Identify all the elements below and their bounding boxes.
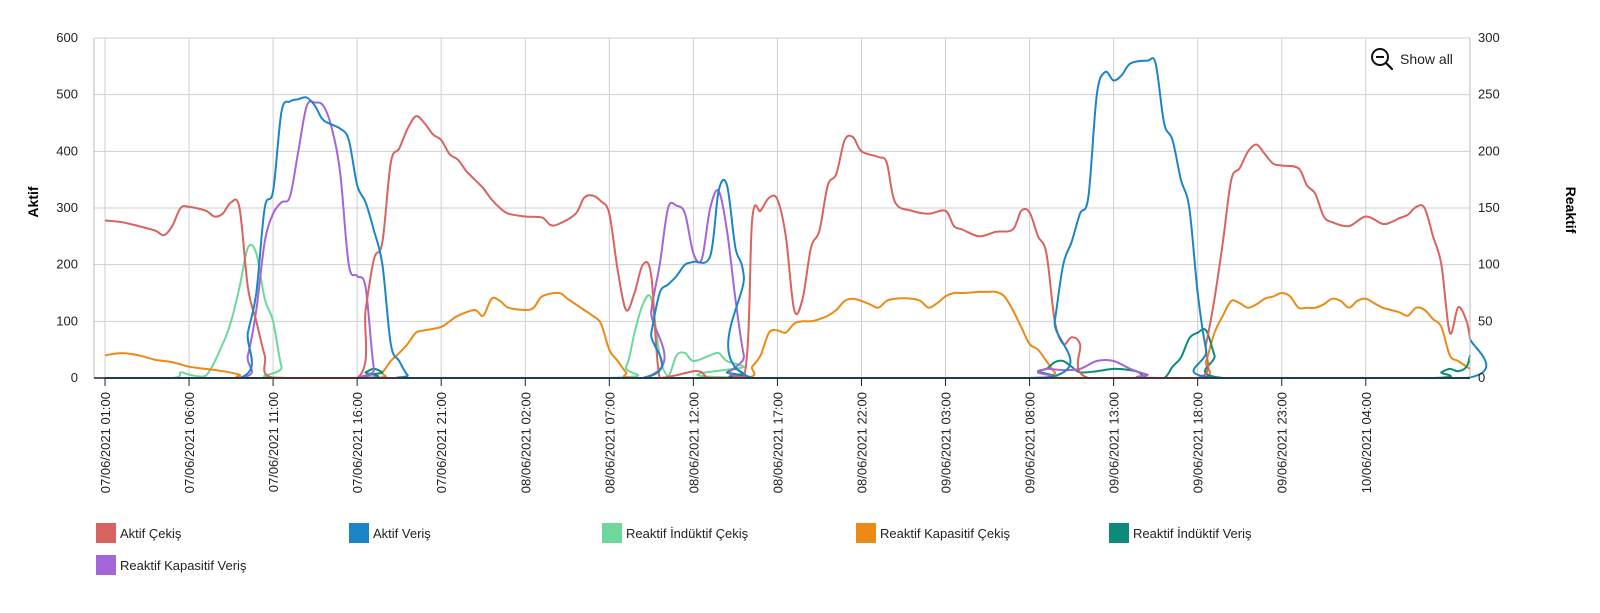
y-left-tick-label: 500 [56, 87, 78, 102]
legend-swatch [602, 523, 622, 543]
y-left-tick-label: 0 [71, 370, 78, 385]
legend-item[interactable]: Reaktif İndüktif Veriş [1109, 522, 1252, 544]
legend-swatch [349, 523, 369, 543]
legend-item[interactable]: Aktif Veriş [349, 522, 431, 544]
show-all-label: Show all [1400, 51, 1453, 67]
y-axis-left-title: Aktif [25, 186, 41, 217]
y-left-tick-label: 200 [56, 257, 78, 272]
legend-swatch [96, 523, 116, 543]
x-tick-label: 08/06/2021 17:00 [770, 392, 785, 493]
y-right-tick-label: 200 [1478, 143, 1500, 158]
x-tick-label: 07/06/2021 06:00 [182, 392, 197, 493]
legend-label: Reaktif İndüktif Çekiş [626, 525, 749, 541]
x-tick-label: 08/06/2021 22:00 [854, 392, 869, 493]
x-tick-label: 07/06/2021 21:00 [434, 392, 449, 493]
y-right-tick-label: 300 [1478, 30, 1500, 45]
y-right-tick-label: 0 [1478, 370, 1485, 385]
y-left-tick-label: 100 [56, 313, 78, 328]
x-tick-label: 07/06/2021 11:00 [266, 392, 281, 492]
x-tick-label: 08/06/2021 02:00 [518, 392, 533, 493]
y-axis-right-title: Reaktif [1563, 187, 1579, 234]
x-tick-label: 10/06/2021 04:00 [1359, 392, 1374, 493]
axes: 0 0 100 50 200 100 300 150 400 200 500 250 600 300 07/… [56, 30, 1499, 493]
legend-swatch [856, 523, 876, 543]
x-tick-label: 08/06/2021 07:00 [602, 392, 617, 493]
x-tick-label: 07/06/2021 16:00 [350, 392, 365, 493]
legend-label: Reaktif Kapasitif Veriş [120, 557, 247, 573]
legend-label: Aktif Veriş [373, 525, 431, 541]
x-tick-label: 07/06/2021 01:00 [98, 392, 113, 493]
legend-item[interactable]: Reaktif Kapasitif Çekiş [856, 522, 1010, 544]
x-tick-label: 08/06/2021 12:00 [686, 392, 701, 493]
y-right-tick-label: 50 [1478, 313, 1492, 328]
x-tick-label: 09/06/2021 03:00 [939, 392, 954, 493]
legend-label: Reaktif Kapasitif Çekiş [880, 525, 1011, 541]
legend-swatch [1109, 523, 1129, 543]
legend-label: Aktif Çekiş [120, 525, 182, 541]
legend-item[interactable]: Reaktif Kapasitif Veriş [96, 554, 246, 576]
series-line-reaktif-kapasitif-veri- [104, 100, 1470, 380]
legend-item[interactable]: Aktif Çekiş [96, 522, 181, 544]
series-lines [104, 57, 1488, 380]
y-right-tick-label: 100 [1478, 257, 1500, 272]
x-tick-label: 09/06/2021 18:00 [1191, 392, 1206, 493]
x-tick-label: 09/06/2021 23:00 [1275, 392, 1290, 493]
grid [94, 37, 1470, 379]
y-right-tick-label: 250 [1478, 87, 1500, 102]
y-right-tick-label: 150 [1478, 200, 1500, 215]
series-line-reaktif-kapasitif-eki- [104, 290, 1471, 380]
x-tick-label: 09/06/2021 13:00 [1107, 392, 1122, 493]
show-all-button[interactable]: Show all [1370, 47, 1453, 71]
y-left-tick-label: 600 [56, 30, 78, 45]
zoom-out-icon [1371, 48, 1394, 71]
legend-label: Reaktif İndüktif Veriş [1133, 525, 1252, 541]
legend-item[interactable]: Reaktif İndüktif Çekiş [602, 522, 748, 544]
legend-swatch [96, 555, 116, 575]
y-left-tick-label: 400 [56, 143, 78, 158]
series-line-aktif-veri- [104, 57, 1488, 380]
series-line-reaktif-i-nd-ktif-eki- [104, 243, 1470, 380]
y-left-tick-label: 300 [56, 200, 78, 215]
x-tick-label: 09/06/2021 08:00 [1023, 392, 1038, 493]
series-line-reaktif-i-nd-ktif-veri- [104, 327, 1471, 380]
series-line-aktif-eki- [104, 115, 1471, 380]
